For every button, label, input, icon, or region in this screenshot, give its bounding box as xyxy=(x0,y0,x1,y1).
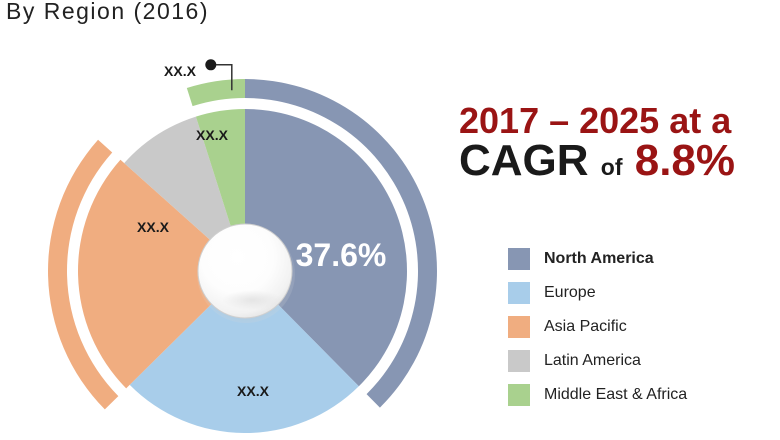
svg-text:XX.X: XX.X xyxy=(237,383,270,399)
svg-text:XX.X: XX.X xyxy=(164,63,197,79)
svg-text:XX.X: XX.X xyxy=(196,127,229,143)
svg-text:XX.X: XX.X xyxy=(137,219,170,235)
svg-text:37.6%: 37.6% xyxy=(296,237,387,273)
